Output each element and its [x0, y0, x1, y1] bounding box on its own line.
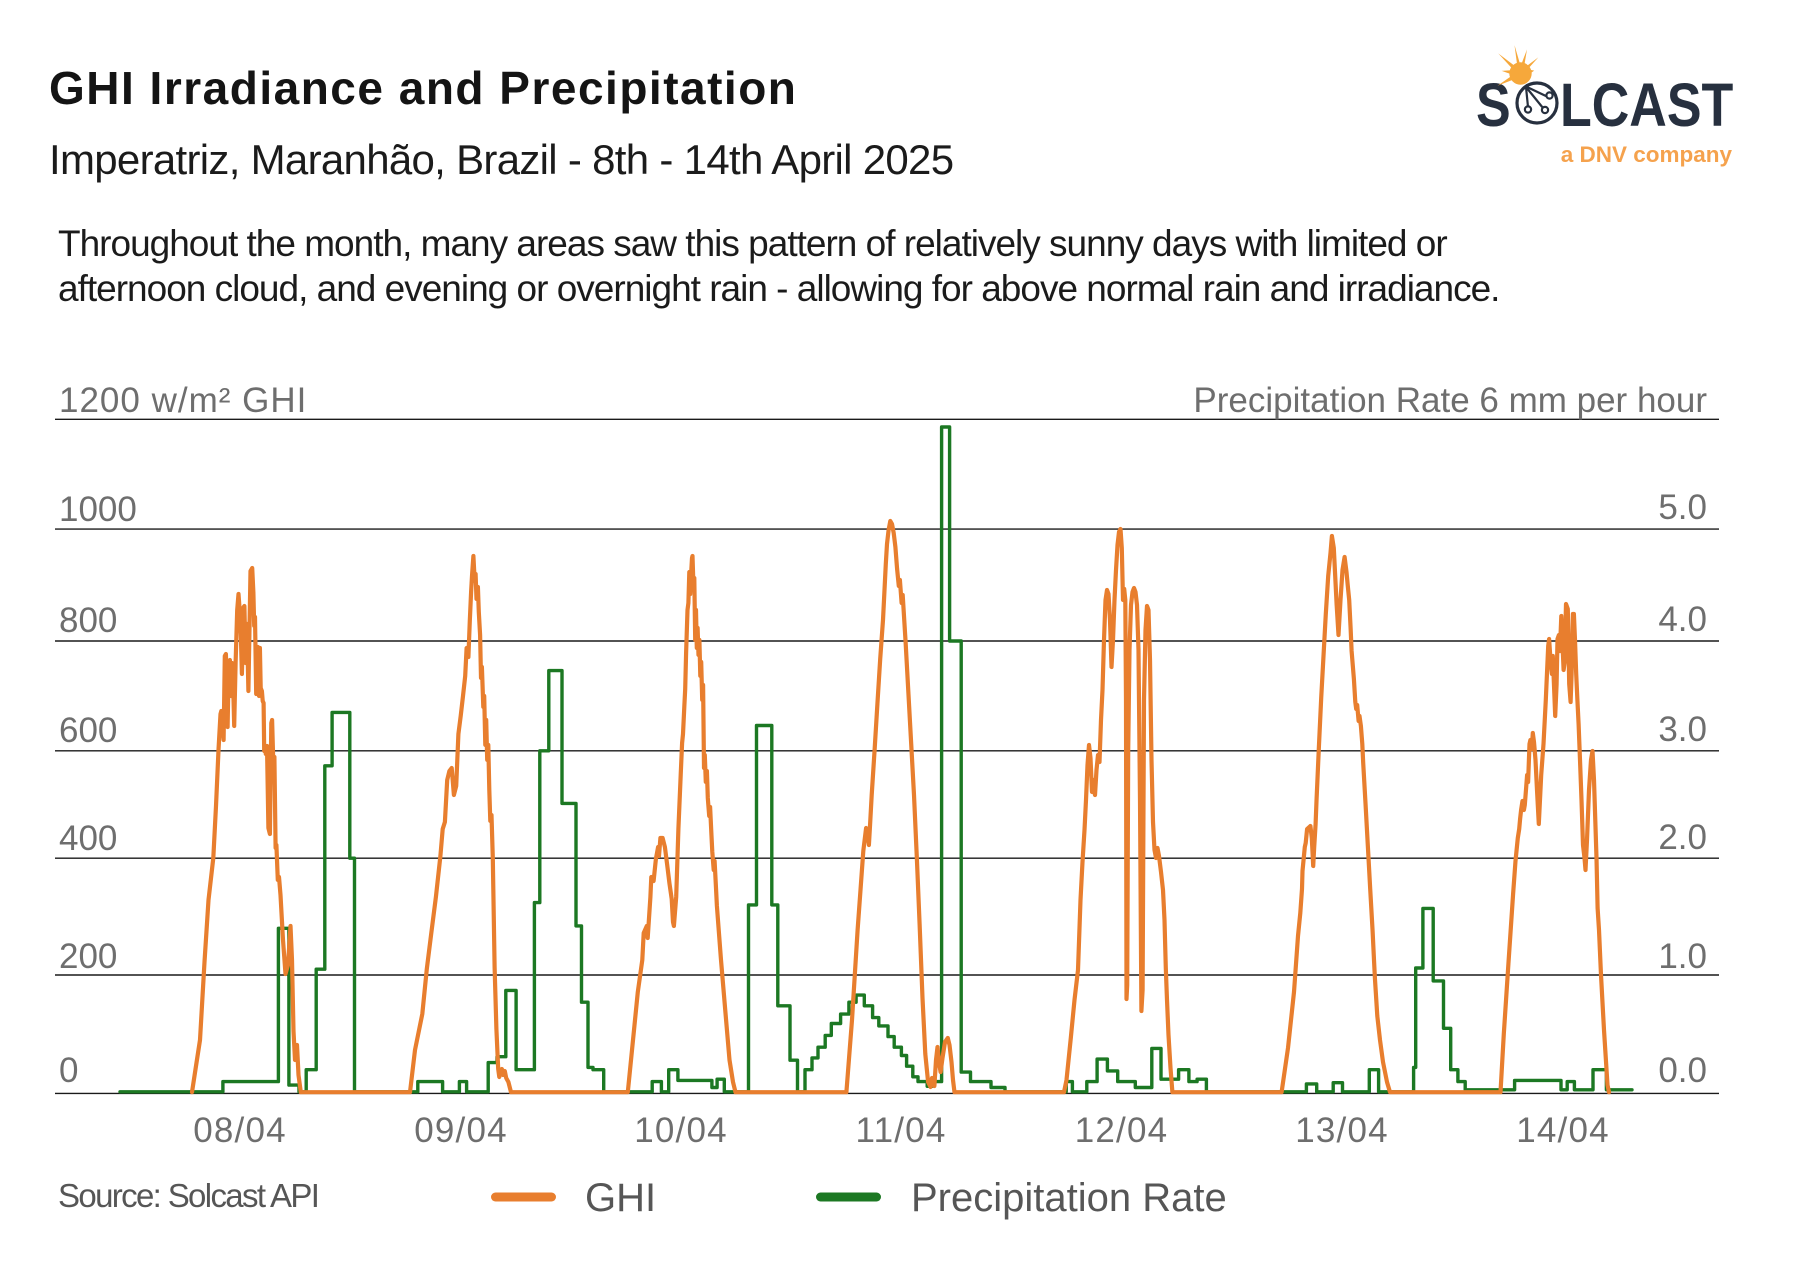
svg-text:LCAST: LCAST [1560, 72, 1734, 140]
svg-text:Source: Solcast API: Source: Solcast API [58, 1177, 318, 1214]
svg-text:2.0: 2.0 [1658, 818, 1707, 857]
svg-text:12/04: 12/04 [1075, 1111, 1169, 1150]
svg-text:a DNV company: a DNV company [1561, 142, 1733, 167]
svg-text:800: 800 [59, 601, 117, 640]
svg-text:14/04: 14/04 [1516, 1111, 1610, 1150]
svg-text:08/04: 08/04 [193, 1111, 287, 1150]
svg-text:400: 400 [59, 819, 117, 858]
svg-text:Throughout the month, many are: Throughout the month, many areas saw thi… [58, 223, 1447, 264]
svg-text:0.0: 0.0 [1658, 1051, 1707, 1090]
svg-text:Imperatriz, Maranhão, Brazil -: Imperatriz, Maranhão, Brazil - 8th - 14t… [49, 136, 953, 183]
svg-text:1.0: 1.0 [1658, 937, 1707, 976]
svg-text:1000: 1000 [59, 490, 137, 529]
svg-text:Precipitation Rate 6 mm per ho: Precipitation Rate 6 mm per hour [1193, 381, 1707, 420]
svg-text:3.0: 3.0 [1658, 710, 1707, 749]
svg-text:200: 200 [59, 937, 117, 976]
svg-text:1200 w/m² GHI: 1200 w/m² GHI [59, 381, 307, 420]
svg-text:GHI: GHI [585, 1176, 656, 1220]
svg-text:600: 600 [59, 711, 117, 750]
svg-text:11/04: 11/04 [856, 1111, 947, 1150]
svg-text:afternoon cloud, and evening o: afternoon cloud, and evening or overnigh… [58, 268, 1499, 309]
svg-text:S: S [1476, 72, 1511, 140]
svg-text:5.0: 5.0 [1658, 488, 1707, 527]
svg-text:10/04: 10/04 [634, 1111, 728, 1150]
svg-text:Precipitation Rate: Precipitation Rate [911, 1176, 1227, 1220]
svg-text:4.0: 4.0 [1658, 600, 1707, 639]
svg-text:09/04: 09/04 [414, 1111, 508, 1150]
svg-text:GHI Irradiance and Precipitati: GHI Irradiance and Precipitation [49, 62, 797, 114]
svg-text:13/04: 13/04 [1295, 1111, 1389, 1150]
svg-text:0: 0 [59, 1051, 78, 1090]
